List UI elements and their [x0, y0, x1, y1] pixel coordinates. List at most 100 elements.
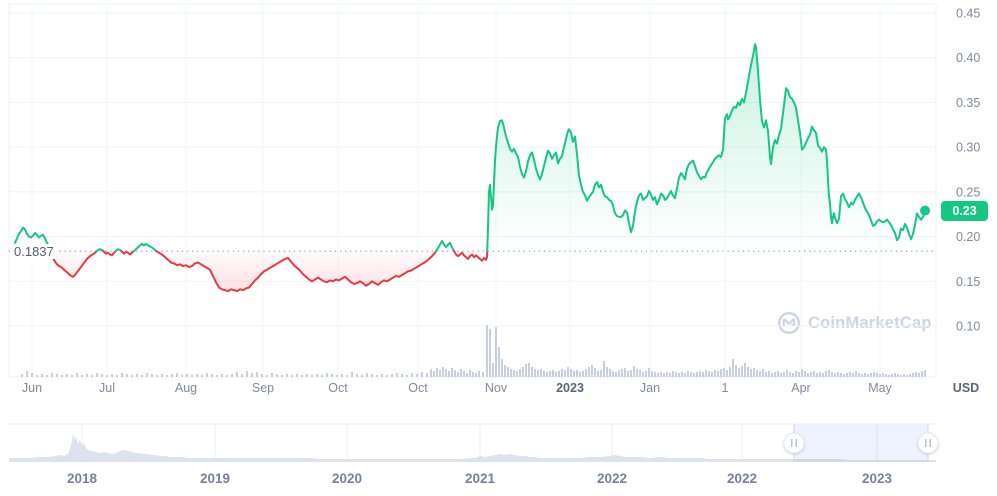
volume-bar	[684, 373, 686, 377]
volume-bar	[246, 371, 248, 377]
price-area-down	[454, 251, 488, 261]
volume-bar	[759, 371, 761, 377]
volume-bar	[311, 375, 313, 377]
volume-bar	[136, 374, 138, 377]
volume-bar	[540, 369, 542, 377]
volume-bar	[56, 374, 58, 377]
volume-bar	[570, 369, 572, 377]
volume-bar	[482, 372, 484, 377]
volume-bar	[386, 375, 388, 377]
volume-bar	[266, 375, 268, 377]
volume-bar	[472, 372, 474, 377]
y-tick-label: 0.10	[956, 320, 980, 334]
volume-bar	[66, 374, 68, 377]
volume-bar	[41, 374, 43, 377]
volume-bar	[396, 373, 398, 377]
volume-bar	[585, 369, 587, 377]
volume-bar	[777, 371, 779, 377]
volume-bar	[876, 373, 878, 377]
volume-bar	[825, 371, 827, 377]
volume-bar	[630, 370, 632, 377]
price-line-down	[155, 250, 437, 293]
price-line-down	[120, 250, 135, 256]
volume-bar	[783, 372, 785, 377]
volume-bar	[460, 369, 462, 377]
volume-bar	[46, 375, 48, 377]
timeline-selection[interactable]	[794, 424, 928, 463]
volume-bar	[486, 325, 488, 377]
volume-bar	[705, 370, 707, 377]
volume-bar	[522, 367, 524, 377]
volume-bar	[816, 373, 818, 377]
volume-bar	[561, 369, 563, 377]
volume-bar	[660, 372, 662, 377]
volume-bar	[645, 371, 647, 377]
volume-bar	[651, 371, 653, 377]
volume-bar	[457, 372, 459, 377]
volume-bar	[609, 369, 611, 377]
price-area-down	[156, 251, 436, 292]
volume-bar	[306, 374, 308, 377]
volume-bar	[96, 373, 98, 377]
volume-bar	[546, 372, 548, 377]
volume-bar	[795, 371, 797, 377]
volume-bar	[648, 368, 650, 377]
volume-bar	[211, 374, 213, 377]
y-tick-label: 0.15	[956, 275, 980, 289]
volume-bar	[879, 374, 881, 377]
volume-bar	[612, 371, 614, 377]
volume-bar	[750, 369, 752, 377]
price-line-up	[95, 248, 105, 253]
volume-bar	[615, 372, 617, 377]
volume-bar	[720, 369, 722, 377]
volume-bar	[331, 374, 333, 377]
volume-bar	[366, 373, 368, 377]
volume-bar	[146, 373, 148, 377]
volume-bar	[463, 371, 465, 377]
volume-bar	[421, 372, 423, 377]
volume-bar	[600, 370, 602, 377]
volume-bar	[891, 374, 893, 377]
volume-bar	[226, 375, 228, 377]
drag-handle-icon	[917, 432, 939, 454]
volume-bar	[765, 372, 767, 377]
volume-bar	[558, 371, 560, 377]
price-line-up	[132, 242, 158, 253]
volume-bar	[654, 372, 656, 377]
last-price-dot	[920, 205, 930, 216]
volume-bar	[552, 370, 554, 377]
y-tick-label: 0.40	[956, 51, 980, 65]
volume-bar	[642, 372, 644, 377]
volume-bar	[519, 369, 521, 377]
volume-bar	[846, 373, 848, 377]
volume-bar	[71, 375, 73, 377]
volume-bar	[603, 361, 605, 377]
volume-bar	[726, 370, 728, 377]
volume-bar	[906, 375, 908, 377]
volume-bar	[594, 368, 596, 377]
volume-bar	[161, 374, 163, 377]
price-line-down	[102, 250, 117, 257]
volume-bar	[454, 370, 456, 377]
chart-plot-area[interactable]	[9, 4, 936, 377]
volume-bar	[475, 373, 477, 377]
volume-bar	[912, 373, 914, 377]
volume-bar	[819, 372, 821, 377]
volume-bar	[747, 367, 749, 377]
volume-bar	[831, 372, 833, 377]
volume-bar	[807, 373, 809, 377]
timeline-handle-right[interactable]	[917, 432, 939, 454]
x-tick-label: 1	[722, 381, 729, 395]
volume-bar	[741, 366, 743, 377]
volume-bar	[391, 374, 393, 377]
volume-bar	[21, 374, 23, 377]
volume-bar	[711, 372, 713, 377]
volume-bar	[762, 369, 764, 377]
timeline-year-label: 2023	[862, 471, 893, 486]
volume-bar	[624, 368, 626, 377]
x-tick-label: Aug	[175, 381, 197, 395]
volume-bar	[804, 371, 806, 377]
volume-bar	[852, 373, 854, 377]
timeline-handle-left[interactable]	[783, 432, 805, 454]
